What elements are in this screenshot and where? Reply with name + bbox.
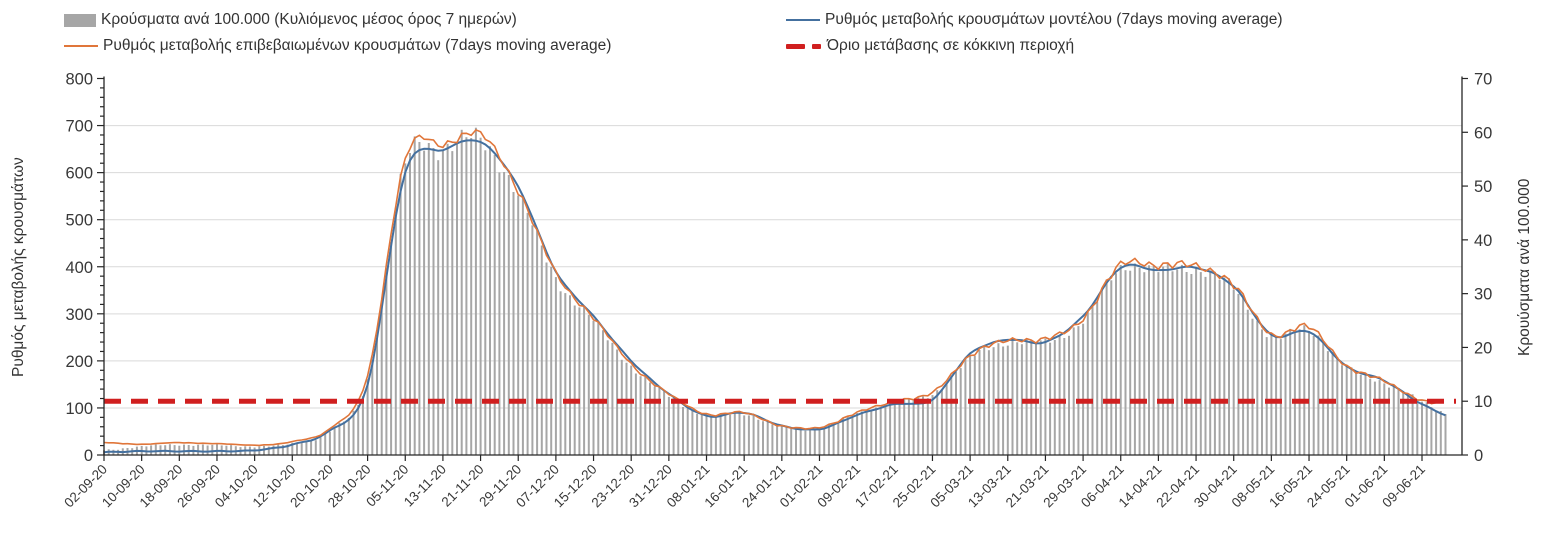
orange-line-swatch-icon [64, 45, 98, 47]
left-tick-label: 0 [84, 447, 93, 465]
y-axis-left: 0 100 200 300 400 500 600 700 800 [65, 71, 105, 465]
legend-label-cases-bars: Κρούσματα ανά 100.000 (Κυλιόμενος μέσος … [101, 11, 517, 28]
right-tick-label: 20 [1474, 339, 1492, 357]
y-axis-right: 0 10 20 30 40 50 60 70 [1461, 71, 1492, 465]
left-tick-label: 400 [65, 259, 93, 277]
blue-line-swatch-icon [786, 19, 820, 21]
left-tick-label: 300 [65, 306, 93, 324]
legend-label-red-threshold: Όριο μετάβασης σε κόκκινη περιοχή [827, 37, 1075, 54]
legend-item-cases-bars: Κρούσματα ανά 100.000 (Κυλιόμενος μέσος … [64, 10, 517, 30]
left-tick-label: 500 [65, 212, 93, 230]
bar-swatch-icon [64, 13, 96, 27]
right-tick-label: 0 [1474, 447, 1483, 465]
legend-label-model-rate: Ρυθμός μεταβολής κρουσμάτων μοντέλου (7d… [825, 11, 1283, 28]
x-axis: 02-09-2010-09-2018-09-2026-09-2004-10-20… [61, 454, 1462, 510]
left-tick-label: 600 [65, 165, 93, 183]
left-tick-label: 200 [65, 353, 93, 371]
legend-item-red-threshold: Όριο μετάβασης σε κόκκινη περιοχή [786, 36, 1074, 56]
confirmed-line [103, 128, 1437, 447]
right-tick-label: 70 [1474, 71, 1492, 89]
right-tick-label: 60 [1474, 124, 1492, 142]
right-tick-label: 30 [1474, 286, 1492, 304]
right-tick-label: 10 [1474, 393, 1492, 411]
red-dash-swatch-icon [786, 43, 821, 49]
right-tick-label: 50 [1474, 178, 1492, 196]
bars-series [103, 127, 1447, 456]
left-tick-label: 700 [65, 118, 93, 136]
legend-item-model-rate: Ρυθμός μεταβολής κρουσμάτων μοντέλου (7d… [786, 10, 1283, 30]
gridlines [104, 125, 1462, 409]
left-tick-label: 800 [65, 71, 93, 89]
right-tick-label: 40 [1474, 232, 1492, 250]
legend-item-confirmed-rate: Ρυθμός μεταβολής επιβεβαιωμένων κρουσμάτ… [64, 36, 611, 56]
left-tick-label: 100 [65, 400, 93, 418]
legend-label-confirmed-rate: Ρυθμός μεταβολής επιβεβαιωμένων κρουσμάτ… [103, 37, 612, 54]
